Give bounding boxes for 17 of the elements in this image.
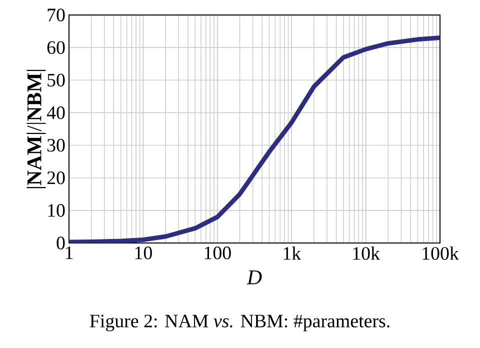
caption: Figure 2: NAM vs. NBM: #parameters.	[90, 314, 390, 332]
x-axis-title: D	[246, 270, 262, 284]
y-tick-label: 10	[48, 204, 65, 217]
y-axis-title: |NAM|/|NBM|	[26, 70, 46, 188]
x-tick-label: 100	[204, 246, 231, 260]
x-tick-label: 10	[135, 246, 152, 260]
x-tick-label: 1	[66, 246, 73, 260]
y-tick-label: 60	[47, 41, 65, 54]
y-tick-label: 30	[47, 138, 65, 152]
x-tick-label: 10k	[353, 246, 380, 260]
x-tick-label: 1k	[284, 246, 302, 260]
y-tick-label: 50	[48, 74, 65, 87]
y-tick-label: 0	[56, 236, 65, 250]
y-tick-label: 20	[47, 171, 65, 184]
y-tick-label: 70	[48, 8, 65, 22]
x-tick-label: 100k	[422, 246, 459, 260]
y-tick-label: 40	[46, 106, 65, 120]
